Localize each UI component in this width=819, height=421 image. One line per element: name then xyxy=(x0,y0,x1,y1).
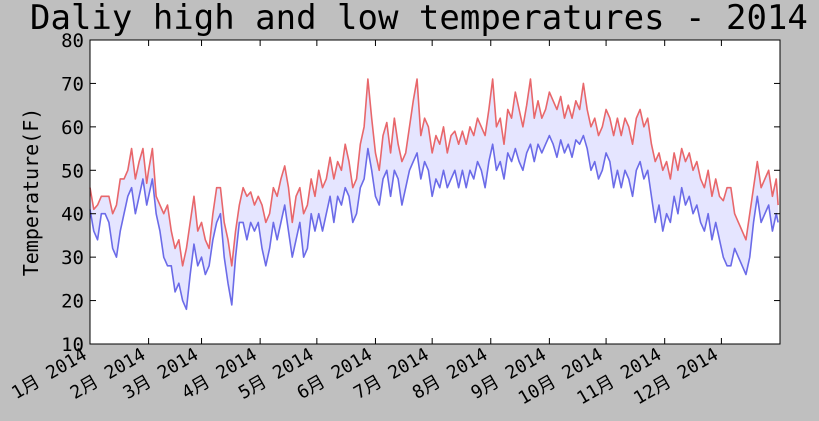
y-axis-label: Temperature(F) xyxy=(19,108,43,277)
y-tick-label: 20 xyxy=(61,291,84,313)
plot-frame xyxy=(89,39,781,345)
y-tick-label: 80 xyxy=(61,30,84,52)
plot-area xyxy=(90,40,780,344)
y-tick-label: 50 xyxy=(61,160,84,182)
fill-between-layer xyxy=(90,79,779,310)
low-temperature-line xyxy=(89,134,779,311)
y-tick-label: 70 xyxy=(61,73,84,95)
high-temperature-line xyxy=(89,78,779,267)
y-tick-label: 30 xyxy=(61,247,84,269)
y-tick-label: 60 xyxy=(61,117,84,139)
series-lines-layer xyxy=(89,78,779,311)
temperature-range-fill xyxy=(90,79,779,310)
y-tick-label: 10 xyxy=(61,334,84,356)
chart-title: Daliy high and low temperatures - 2014 xyxy=(30,0,808,38)
y-tick-label: 40 xyxy=(61,204,84,226)
